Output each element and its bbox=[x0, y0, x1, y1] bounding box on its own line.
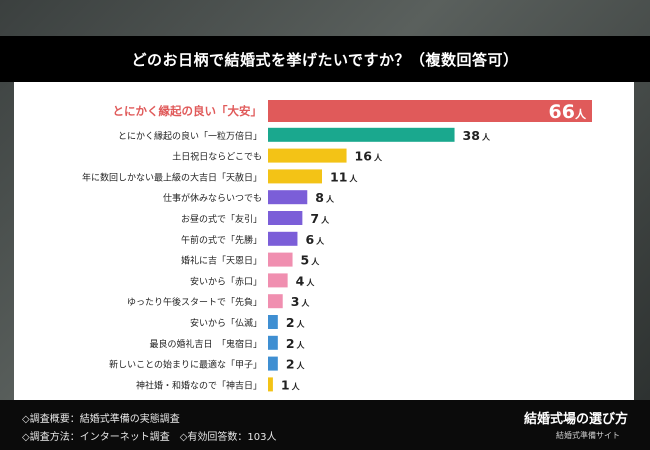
page-title: どのお日柄で結婚式を挙げたいですか？（複数回答可） bbox=[0, 36, 650, 82]
survey-summary: ◇調査概要：結婚式準備の実態調査 bbox=[22, 414, 180, 425]
bar bbox=[268, 315, 278, 329]
bar bbox=[268, 273, 288, 288]
value-label: 11 人 bbox=[330, 169, 358, 184]
category-label: 午前の式で「先勝」 bbox=[181, 234, 262, 246]
bar bbox=[268, 356, 278, 371]
bar bbox=[268, 169, 322, 184]
value-label: 16 人 bbox=[355, 149, 383, 164]
value-label: 66人 bbox=[549, 101, 587, 123]
bar bbox=[268, 252, 293, 267]
bar bbox=[268, 127, 455, 142]
bar bbox=[268, 377, 273, 392]
category-label: 土日祝日ならどこでも bbox=[172, 151, 262, 163]
category-label: 婚礼に吉「天恩日」 bbox=[181, 255, 262, 267]
chart-card bbox=[14, 36, 634, 400]
bar bbox=[268, 100, 592, 122]
survey-method: ◇調査方法：インターネット調査 ◇有効回答数：103人 bbox=[22, 432, 277, 443]
category-label: とにかく縁起の良い「一粒万倍日」 bbox=[118, 130, 262, 142]
category-label: お昼の式で「友引」 bbox=[181, 213, 262, 225]
bar bbox=[268, 148, 347, 163]
category-label: 新しいことの始まりに最適な「甲子」 bbox=[109, 359, 262, 371]
footer: ◇調査概要：結婚式準備の実態調査 ◇調査方法：インターネット調査 ◇有効回答数：… bbox=[0, 400, 650, 450]
bar bbox=[268, 294, 283, 309]
category-label: ゆったり午後スタートで「先負」 bbox=[127, 296, 262, 308]
category-label: 仕事が休みならいつでも bbox=[163, 192, 262, 204]
bar bbox=[268, 190, 308, 205]
category-label: とにかく縁起の良い「大安」 bbox=[113, 104, 263, 118]
bar bbox=[268, 335, 278, 350]
category-label: 神社婚・和婚なので「神吉日」 bbox=[136, 379, 262, 391]
category-label: 安いから「赤口」 bbox=[190, 275, 262, 287]
category-label: 最良の婚礼吉日 「鬼宿日」 bbox=[149, 338, 262, 350]
value-label: 38 人 bbox=[463, 128, 491, 143]
bar bbox=[268, 211, 303, 225]
bar bbox=[268, 231, 298, 246]
brand-subtitle: 結婚式準備サイト bbox=[556, 431, 620, 440]
category-label: 安いから「仏滅」 bbox=[190, 317, 262, 329]
category-label: 年に数回しかない最上級の大吉日「天赦日」 bbox=[82, 171, 262, 183]
brand-name: 結婚式場の選び方 bbox=[523, 412, 628, 427]
